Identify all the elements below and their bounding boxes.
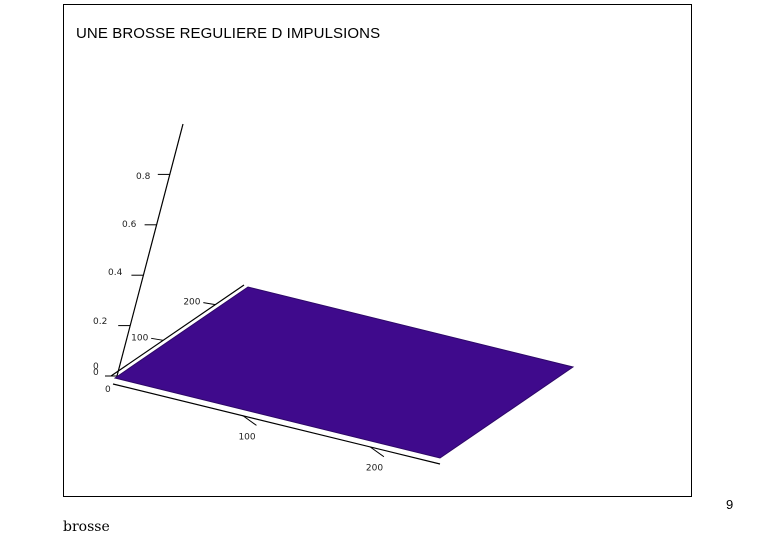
y-tick-label: 100 <box>131 333 148 343</box>
x-tick-mark <box>369 446 385 458</box>
x-axis-line <box>112 383 441 465</box>
z-tick-label: 0 <box>93 362 99 372</box>
chart-title: UNE BROSSE REGULIERE D IMPULSIONS <box>76 25 381 42</box>
page-number: 9 <box>726 497 734 512</box>
z-tick-label: 0.4 <box>108 268 123 278</box>
y-tick-label: 200 <box>183 298 200 308</box>
y-tick-mark <box>203 302 216 306</box>
y-tick-label: 0 <box>93 368 99 378</box>
base-plane <box>113 286 575 459</box>
x-tick-label: 0 <box>105 385 111 395</box>
x-tick-mark <box>242 414 257 426</box>
y-axis-line <box>110 284 245 377</box>
y-tick-mark <box>151 337 164 341</box>
x-tick-label: 200 <box>366 464 383 474</box>
z-tick-label: 0.6 <box>122 220 137 230</box>
z-axis-line <box>116 123 184 377</box>
z-tick-label: 0.2 <box>93 317 107 327</box>
x-tick-label: 100 <box>238 432 255 442</box>
spikes <box>134 48 547 449</box>
figure-caption: brosse <box>63 519 110 535</box>
z-tick-label: 0.8 <box>136 172 151 182</box>
